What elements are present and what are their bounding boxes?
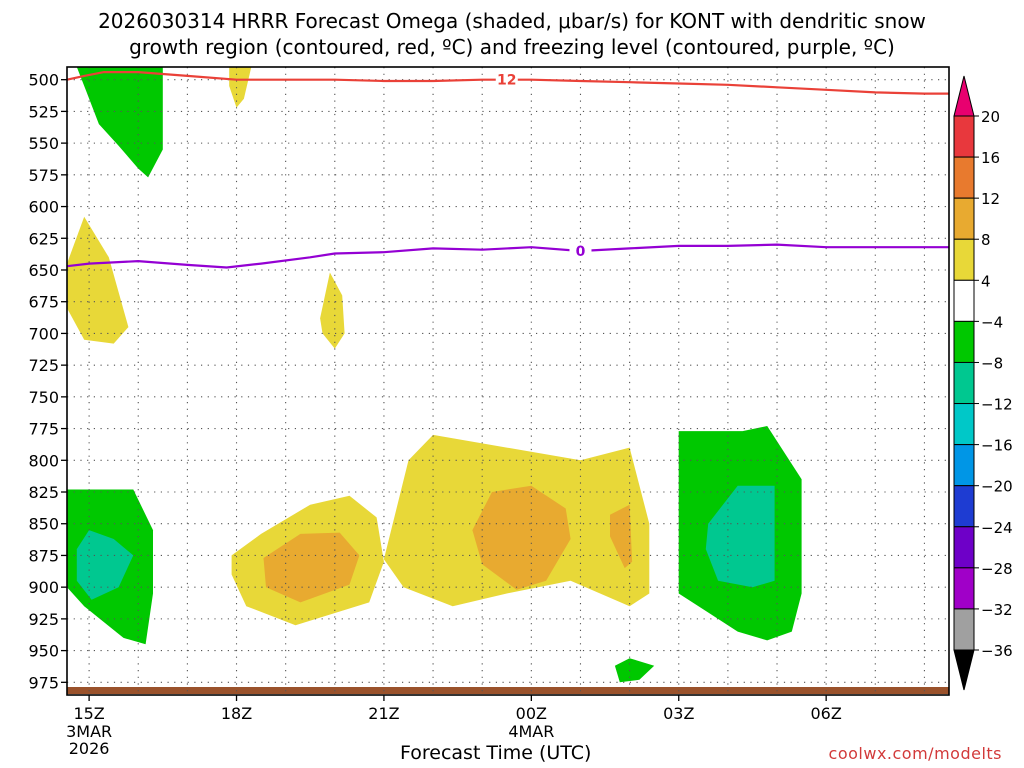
y-tick-label-975: 975	[28, 673, 59, 692]
colorbar-segment-5	[953, 320, 975, 363]
omega-region-12	[705, 485, 775, 588]
colorbar-segment-1	[953, 156, 975, 199]
colorbar-label-3: 8	[981, 231, 991, 249]
x-tick-label-06Z: 06Z	[810, 704, 841, 723]
y-tick-label-675: 675	[28, 293, 59, 312]
y-tick-label-650: 650	[28, 261, 59, 280]
colorbar-label-5: −4	[981, 313, 1003, 331]
plot-frame	[66, 66, 950, 696]
chart-title: 2026030314 HRRR Forecast Omega (shaded, …	[98, 9, 926, 59]
y-tick-label-900: 900	[28, 578, 59, 597]
credit-text: coolwx.com/modelts	[828, 744, 1002, 763]
colorbar-segment-3	[953, 238, 975, 281]
omega-region-1	[229, 67, 252, 108]
colorbar-segment-11	[953, 567, 975, 610]
omega-region-5	[76, 530, 134, 600]
colorbar-segment-0	[953, 115, 975, 158]
x-tick-sublabel-15Z-0: 3MAR	[66, 722, 112, 741]
colorbar-label-1: 16	[981, 149, 1000, 167]
y-tick-label-775: 775	[28, 420, 59, 439]
colorbar-segment-7	[953, 403, 975, 446]
colorbar-label-2: 12	[981, 190, 1000, 208]
colorbar-segment-10	[953, 526, 975, 569]
colorbar-top-arrow	[953, 75, 975, 117]
colorbar-segment-12	[953, 608, 975, 651]
contour-label-bg-0	[495, 72, 518, 87]
x-tick-label-21Z: 21Z	[368, 704, 399, 723]
colorbar-label-0: 20	[981, 108, 1000, 126]
y-tick-label-725: 725	[28, 356, 59, 375]
y-tick-label-550: 550	[28, 134, 59, 153]
omega-region-7	[263, 532, 360, 603]
y-tick-label-700: 700	[28, 324, 59, 343]
x-tick-label-18Z: 18Z	[221, 704, 252, 723]
y-tick-label-525: 525	[28, 102, 59, 121]
colorbar-segment-9	[953, 485, 975, 528]
colorbar-label-8: −16	[981, 437, 1013, 455]
contour-label-1: 0	[576, 244, 586, 260]
x-axis-label: Forecast Time (UTC)	[400, 742, 592, 764]
omega-region-9	[472, 485, 571, 590]
colorbar-label-4: 4	[981, 272, 991, 290]
y-tick-label-950: 950	[28, 642, 59, 661]
colorbar-segment-6	[953, 361, 975, 405]
x-tick-sublabel-15Z-1: 2026	[69, 739, 110, 758]
y-tick-label-800: 800	[28, 451, 59, 470]
x-tick-sublabel-00Z-0: 4MAR	[508, 722, 554, 741]
terrain-bar	[67, 687, 949, 694]
omega-region-3	[320, 272, 345, 349]
x-tick-label-00Z: 00Z	[516, 704, 547, 723]
omega-region-0	[76, 67, 163, 178]
colorbar-segment-4	[953, 279, 975, 322]
colorbar-label-7: −12	[981, 396, 1013, 414]
y-tick-label-575: 575	[28, 166, 59, 185]
colorbar-label-13: −36	[981, 642, 1013, 660]
colorbar-segment-2	[953, 197, 975, 240]
colorbar-label-12: −32	[981, 601, 1013, 619]
y-tick-label-750: 750	[28, 388, 59, 407]
omega-region-10	[610, 504, 633, 569]
colorbar-label-11: −28	[981, 560, 1013, 578]
omega-region-13	[614, 658, 655, 683]
colorbar-label-10: −24	[981, 519, 1013, 537]
contour-line-1	[66, 243, 949, 269]
y-tick-label-875: 875	[28, 546, 59, 565]
colorbar-bottom-arrow	[953, 649, 975, 691]
x-tick-label-03Z: 03Z	[663, 704, 694, 723]
contour-label-0: 12	[497, 73, 516, 89]
y-tick-label-600: 600	[28, 198, 59, 217]
y-tick-label-925: 925	[28, 610, 59, 629]
omega-region-2	[67, 216, 129, 344]
colorbar-label-6: −8	[981, 354, 1003, 372]
y-tick-label-825: 825	[28, 483, 59, 502]
contour-label-bg-1	[569, 243, 592, 258]
colorbar-label-9: −20	[981, 478, 1013, 496]
y-tick-label-850: 850	[28, 515, 59, 534]
colorbar-segment-8	[953, 444, 975, 487]
x-tick-label-15Z: 15Z	[73, 704, 104, 723]
contour-line-0	[66, 71, 949, 95]
y-tick-label-625: 625	[28, 229, 59, 248]
y-tick-label-500: 500	[28, 71, 59, 90]
